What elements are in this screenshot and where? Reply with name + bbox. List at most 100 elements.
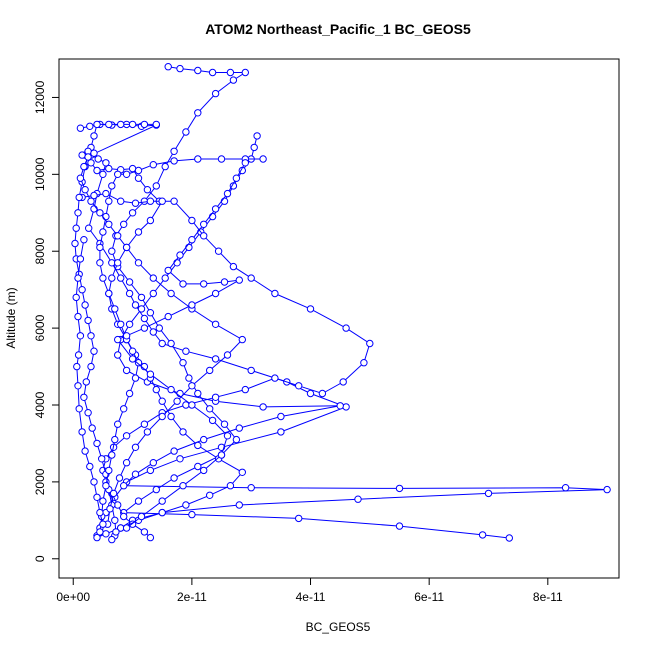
data-point (99, 274, 107, 282)
data-point (128, 355, 137, 363)
data-point (185, 243, 193, 252)
data-point (114, 420, 122, 428)
series-line (111, 135, 608, 540)
data-point (211, 393, 220, 401)
data-point (164, 62, 172, 71)
data-point (140, 528, 149, 536)
data-point (84, 409, 92, 417)
data-point (122, 524, 131, 532)
data-point (96, 209, 104, 217)
data-point (122, 459, 131, 467)
data-point (74, 209, 82, 217)
data-point (93, 533, 101, 542)
data-point (158, 412, 166, 421)
data-point (173, 397, 181, 405)
data-point (484, 489, 493, 498)
data-point (137, 512, 146, 521)
data-point (111, 305, 119, 313)
data-point (223, 189, 232, 198)
data-point (140, 324, 149, 332)
data-point (295, 514, 303, 523)
data-point (117, 320, 125, 328)
data-point (179, 428, 187, 436)
data-point (114, 335, 122, 344)
data-point (122, 332, 131, 340)
series-profile-2 (108, 62, 513, 542)
series-profile-7 (96, 155, 267, 536)
data-point (220, 278, 229, 286)
data-point (176, 455, 184, 463)
data-point (75, 405, 83, 413)
data-point (117, 120, 125, 129)
series-profile-10 (114, 159, 250, 532)
data-point (114, 232, 122, 240)
data-point (115, 474, 124, 482)
data-point (87, 197, 95, 205)
data-point (152, 182, 161, 190)
y-tick-label: 8000 (33, 238, 47, 265)
data-point (134, 174, 143, 182)
data-point (96, 259, 104, 267)
data-point (108, 451, 116, 459)
data-point (81, 301, 89, 309)
y-tick-label: 0 (33, 555, 47, 562)
data-point (158, 497, 166, 505)
data-point (188, 301, 196, 309)
data-point (111, 435, 119, 444)
data-point (146, 533, 155, 542)
data-point (208, 416, 217, 425)
data-point (105, 289, 113, 298)
data-point (105, 164, 113, 173)
data-point (229, 262, 238, 271)
data-point (111, 516, 119, 524)
data-point (259, 403, 267, 411)
data-point (140, 420, 149, 428)
data-point (170, 447, 178, 455)
data-point (188, 510, 196, 519)
x-tick-label: 0e+00 (56, 590, 90, 604)
data-point (146, 466, 155, 475)
data-point (73, 362, 81, 371)
data-point (206, 405, 214, 413)
data-point (90, 478, 98, 486)
data-point (74, 274, 82, 282)
data-point (200, 220, 208, 229)
data-point (200, 435, 208, 444)
data-point (131, 374, 140, 382)
data-point (134, 259, 143, 267)
data-point (134, 166, 143, 175)
data-point (146, 197, 155, 205)
data-point (120, 220, 128, 229)
data-point (80, 236, 88, 244)
data-point (90, 347, 98, 355)
data-point (271, 374, 279, 382)
y-tick-label: 2000 (33, 468, 47, 495)
data-point (140, 314, 149, 323)
data-point (87, 332, 95, 340)
data-point (247, 366, 255, 375)
data-point (120, 405, 128, 413)
data-point (247, 484, 255, 492)
data-point (167, 339, 175, 348)
data-point (102, 482, 110, 490)
x-tick-label: 2e-11 (177, 590, 207, 604)
data-point (188, 216, 196, 225)
data-point (208, 212, 217, 221)
data-point (90, 132, 98, 140)
data-point (106, 505, 114, 513)
data-point (217, 155, 226, 163)
data-point (105, 466, 113, 475)
data-point (84, 316, 92, 325)
data-point (182, 128, 190, 136)
data-point (253, 132, 261, 140)
data-point (120, 512, 128, 521)
data-point (176, 64, 184, 73)
data-point (360, 359, 368, 367)
data-point (90, 205, 98, 213)
data-point (131, 199, 140, 207)
data-point (80, 393, 88, 401)
data-point (99, 520, 107, 528)
data-point (561, 484, 570, 492)
data-point (99, 228, 107, 236)
